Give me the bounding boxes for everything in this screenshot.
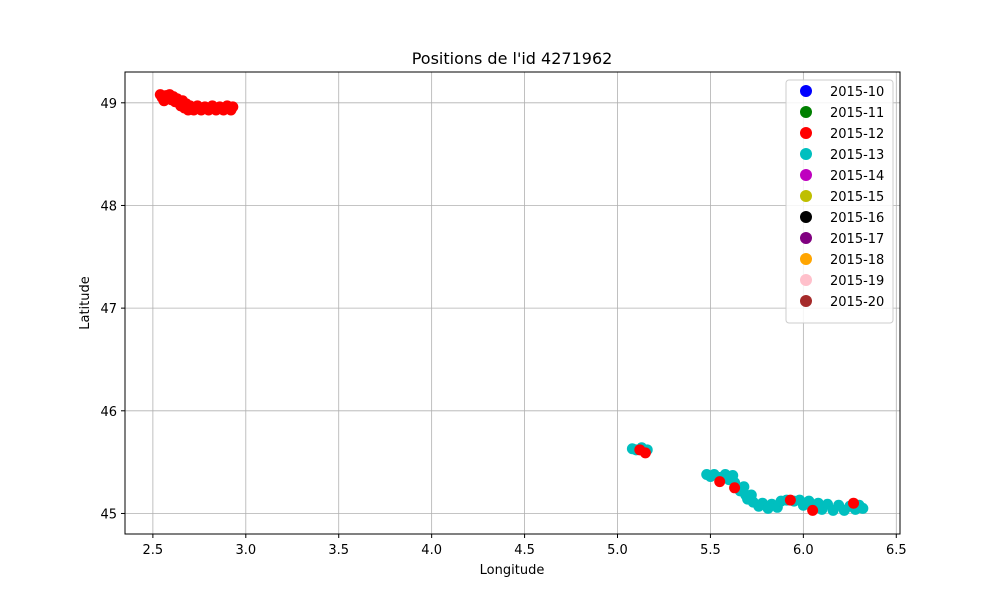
- data-point: [784, 494, 796, 506]
- y-tick-label: 47: [100, 302, 117, 317]
- legend-marker: [800, 274, 812, 286]
- legend-marker: [800, 232, 812, 244]
- legend-label: 2015-18: [830, 253, 884, 268]
- legend: 2015-10 2015-11 2015-12 2015-13 2015-14 2015-…: [785, 79, 894, 324]
- data-point: [848, 497, 860, 509]
- data-point: [714, 476, 726, 488]
- legend-marker: [800, 211, 812, 223]
- x-tick-label: 5.0: [607, 543, 628, 558]
- legend-marker: [800, 295, 812, 307]
- legend-label: 2015-15: [830, 190, 884, 205]
- data-points: [154, 89, 869, 516]
- legend-marker: [800, 148, 812, 160]
- y-tick-label: 48: [100, 199, 117, 214]
- legend-label: 2015-10: [830, 85, 884, 100]
- legend-label: 2015-12: [830, 127, 884, 142]
- y-tick-label: 45: [100, 507, 117, 522]
- legend-label: 2015-11: [830, 106, 884, 121]
- data-point: [227, 101, 239, 113]
- y-axis-ticks: 45 46 47 48 49: [100, 97, 125, 522]
- legend-label: 2015-13: [830, 148, 884, 163]
- x-tick-label: 5.5: [700, 543, 721, 558]
- x-tick-label: 3.0: [235, 543, 256, 558]
- legend-label: 2015-14: [830, 169, 884, 184]
- data-point: [639, 447, 651, 459]
- legend-frame: [785, 79, 894, 324]
- x-tick-label: 6.5: [886, 543, 907, 558]
- x-tick-label: 4.5: [514, 543, 535, 558]
- legend-marker: [800, 85, 812, 97]
- data-point: [729, 482, 741, 494]
- x-tick-label: 2.5: [143, 543, 164, 558]
- y-axis-title: Latitude: [78, 276, 93, 330]
- legend-marker: [800, 127, 812, 139]
- x-axis-title: Longitude: [480, 563, 545, 578]
- legend-label: 2015-20: [830, 295, 884, 310]
- x-tick-label: 4.0: [421, 543, 442, 558]
- x-axis-ticks: 2.5 3.0 3.5 4.0 4.5 5.0 5.5 6.0 6.5: [143, 534, 907, 558]
- y-tick-label: 46: [100, 405, 117, 420]
- y-tick-label: 49: [100, 97, 117, 112]
- legend-marker: [800, 190, 812, 202]
- legend-marker: [800, 106, 812, 118]
- data-point: [738, 481, 750, 493]
- data-point: [857, 502, 869, 514]
- legend-label: 2015-16: [830, 211, 884, 226]
- plot-frame: [124, 71, 901, 535]
- legend-label: 2015-17: [830, 232, 884, 247]
- x-tick-label: 6.0: [793, 543, 814, 558]
- chart-title: Positions de l'id 4271962: [412, 49, 613, 68]
- legend-label: 2015-19: [830, 274, 884, 289]
- legend-marker: [800, 253, 812, 265]
- x-tick-label: 3.5: [328, 543, 349, 558]
- data-point: [807, 504, 819, 516]
- legend-marker: [800, 169, 812, 181]
